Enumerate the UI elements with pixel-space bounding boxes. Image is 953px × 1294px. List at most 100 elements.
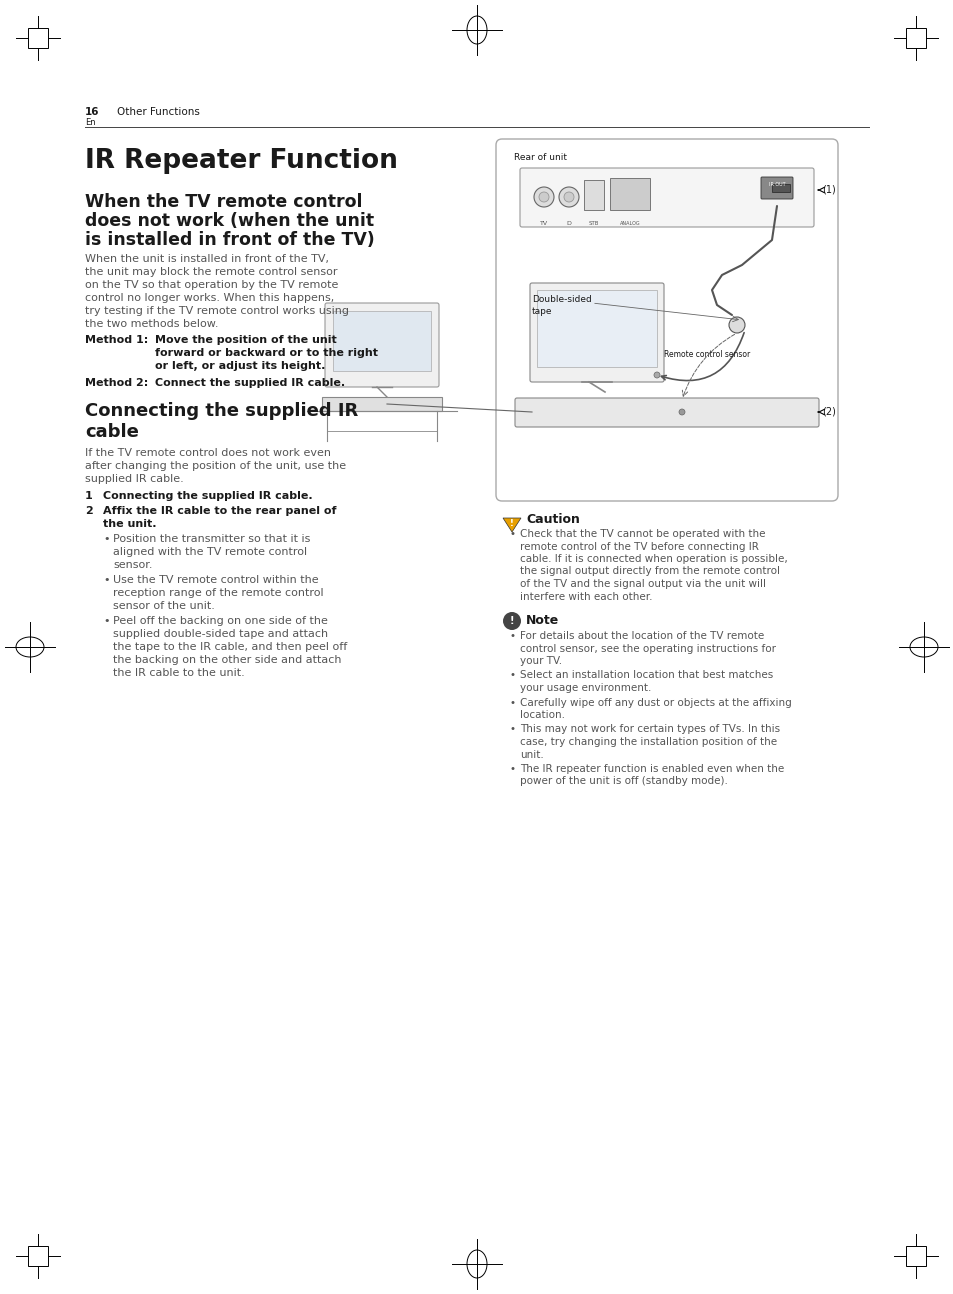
- FancyBboxPatch shape: [519, 168, 813, 226]
- Text: sensor.: sensor.: [112, 560, 152, 569]
- Text: 1: 1: [85, 490, 92, 501]
- Text: sensor of the unit.: sensor of the unit.: [112, 600, 214, 611]
- Text: IR OUT: IR OUT: [768, 182, 784, 188]
- Text: (2): (2): [821, 408, 835, 417]
- Text: does not work (when the unit: does not work (when the unit: [85, 212, 374, 230]
- Text: This may not work for certain types of TVs. In this: This may not work for certain types of T…: [519, 725, 780, 735]
- Text: try testing if the TV remote control works using: try testing if the TV remote control wor…: [85, 305, 349, 316]
- Text: the unit may block the remote control sensor: the unit may block the remote control se…: [85, 267, 337, 277]
- Text: on the TV so that operation by the TV remote: on the TV so that operation by the TV re…: [85, 280, 338, 290]
- Text: TV: TV: [539, 221, 547, 226]
- FancyBboxPatch shape: [530, 283, 663, 382]
- Text: Remote control sensor: Remote control sensor: [663, 349, 749, 358]
- Bar: [537, 290, 657, 367]
- Text: Connecting the supplied IR: Connecting the supplied IR: [85, 402, 358, 421]
- Text: For details about the location of the TV remote: For details about the location of the TV…: [519, 631, 763, 641]
- Text: STB: STB: [588, 221, 598, 226]
- Text: the two methods below.: the two methods below.: [85, 320, 218, 329]
- Text: Carefully wipe off any dust or objects at the affixing: Carefully wipe off any dust or objects a…: [519, 697, 791, 708]
- Text: Check that the TV cannot be operated with the: Check that the TV cannot be operated wit…: [519, 529, 764, 540]
- FancyArrowPatch shape: [660, 333, 743, 380]
- Text: supplied IR cable.: supplied IR cable.: [85, 474, 184, 484]
- Text: supplied double-sided tape and attach: supplied double-sided tape and attach: [112, 629, 328, 639]
- Text: •: •: [510, 697, 516, 708]
- Text: !: !: [509, 616, 514, 626]
- Text: •: •: [510, 763, 516, 774]
- Circle shape: [534, 188, 554, 207]
- Text: unit.: unit.: [519, 749, 543, 760]
- Text: tape: tape: [532, 307, 552, 316]
- Text: remote control of the TV before connecting IR: remote control of the TV before connecti…: [519, 541, 758, 551]
- Text: Move the position of the unit: Move the position of the unit: [154, 335, 336, 345]
- Text: When the unit is installed in front of the TV,: When the unit is installed in front of t…: [85, 254, 329, 264]
- Text: •: •: [510, 529, 516, 540]
- Text: The IR repeater function is enabled even when the: The IR repeater function is enabled even…: [519, 763, 783, 774]
- Circle shape: [538, 192, 548, 202]
- Bar: [609, 179, 649, 210]
- Text: case, try changing the installation position of the: case, try changing the installation posi…: [519, 738, 777, 747]
- Text: Connect the supplied IR cable.: Connect the supplied IR cable.: [154, 378, 345, 388]
- Text: If the TV remote control does not work even: If the TV remote control does not work e…: [85, 448, 331, 458]
- Text: Other Functions: Other Functions: [117, 107, 200, 116]
- Text: ANALOG: ANALOG: [619, 221, 639, 226]
- Text: Note: Note: [525, 613, 558, 628]
- Text: Use the TV remote control within the: Use the TV remote control within the: [112, 575, 318, 585]
- Text: Method 1:: Method 1:: [85, 335, 148, 345]
- Text: power of the unit is off (standby mode).: power of the unit is off (standby mode).: [519, 776, 727, 787]
- Text: Select an installation location that best matches: Select an installation location that bes…: [519, 670, 773, 681]
- Text: control no longer works. When this happens,: control no longer works. When this happe…: [85, 292, 334, 303]
- Text: the IR cable to the unit.: the IR cable to the unit.: [112, 668, 245, 678]
- Text: the unit.: the unit.: [103, 519, 156, 529]
- Text: Rear of unit: Rear of unit: [514, 153, 566, 162]
- Circle shape: [563, 192, 574, 202]
- Text: •: •: [103, 616, 110, 626]
- Text: your usage environment.: your usage environment.: [519, 683, 651, 694]
- Text: •: •: [103, 534, 110, 543]
- Text: forward or backward or to the right: forward or backward or to the right: [154, 348, 377, 358]
- Bar: [905, 28, 925, 48]
- Text: cable. If it is connected when operation is possible,: cable. If it is connected when operation…: [519, 554, 787, 564]
- Text: or left, or adjust its height.: or left, or adjust its height.: [154, 361, 325, 371]
- FancyBboxPatch shape: [496, 138, 837, 501]
- Text: •: •: [510, 725, 516, 735]
- Text: of the TV and the signal output via the unit will: of the TV and the signal output via the …: [519, 578, 765, 589]
- Text: your TV.: your TV.: [519, 656, 561, 666]
- Text: after changing the position of the unit, use the: after changing the position of the unit,…: [85, 461, 346, 471]
- Text: reception range of the remote control: reception range of the remote control: [112, 587, 323, 598]
- Text: •: •: [103, 575, 110, 585]
- Text: (1): (1): [821, 185, 835, 195]
- Text: 16: 16: [85, 107, 99, 116]
- Text: •: •: [510, 670, 516, 681]
- Polygon shape: [502, 518, 520, 532]
- Text: Caution: Caution: [525, 512, 579, 525]
- Text: D: D: [566, 221, 571, 226]
- Circle shape: [728, 317, 744, 333]
- Text: location.: location.: [519, 710, 564, 719]
- Text: Connecting the supplied IR cable.: Connecting the supplied IR cable.: [103, 490, 313, 501]
- Circle shape: [654, 371, 659, 378]
- Text: interfere with each other.: interfere with each other.: [519, 591, 652, 602]
- Text: !: !: [510, 519, 514, 528]
- FancyBboxPatch shape: [515, 399, 818, 427]
- Circle shape: [502, 612, 520, 630]
- Text: Position the transmitter so that it is: Position the transmitter so that it is: [112, 534, 310, 543]
- Text: the backing on the other side and attach: the backing on the other side and attach: [112, 655, 341, 665]
- Text: aligned with the TV remote control: aligned with the TV remote control: [112, 547, 307, 556]
- Bar: [28, 1246, 48, 1266]
- Text: When the TV remote control: When the TV remote control: [85, 193, 362, 211]
- Text: •: •: [510, 631, 516, 641]
- Text: the tape to the IR cable, and then peel off: the tape to the IR cable, and then peel …: [112, 642, 347, 652]
- Text: is installed in front of the TV): is installed in front of the TV): [85, 232, 375, 248]
- Bar: [333, 311, 431, 371]
- Text: En: En: [85, 118, 95, 127]
- Bar: [905, 1246, 925, 1266]
- FancyBboxPatch shape: [760, 177, 792, 199]
- Text: Double-sided: Double-sided: [532, 295, 591, 304]
- Text: Method 2:: Method 2:: [85, 378, 148, 388]
- FancyBboxPatch shape: [325, 303, 438, 387]
- Bar: [322, 397, 441, 411]
- Bar: [28, 28, 48, 48]
- Circle shape: [558, 188, 578, 207]
- Text: control sensor, see the operating instructions for: control sensor, see the operating instru…: [519, 643, 775, 653]
- Text: the signal output directly from the remote control: the signal output directly from the remo…: [519, 567, 780, 577]
